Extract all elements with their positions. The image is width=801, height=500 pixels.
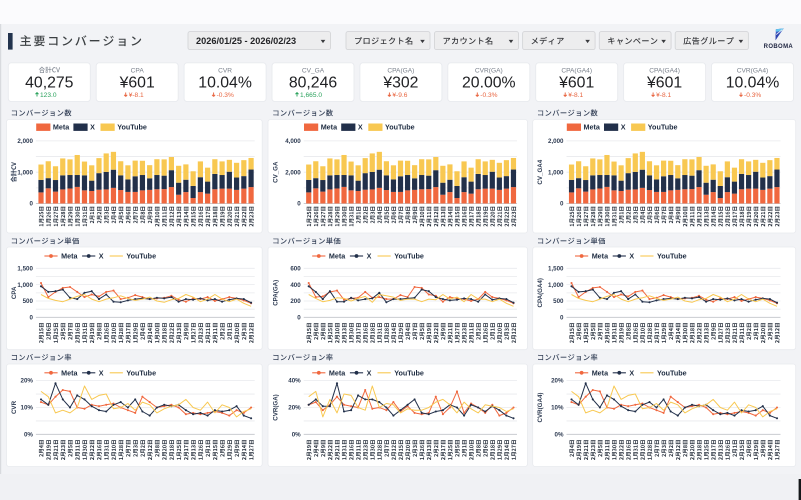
svg-text:Meta: Meta xyxy=(592,368,609,377)
svg-text:10.04%: 10.04% xyxy=(198,75,252,92)
svg-text:20%: 20% xyxy=(21,378,34,385)
svg-text:Meta: Meta xyxy=(61,252,78,261)
svg-text:X: X xyxy=(99,368,104,377)
svg-text:500: 500 xyxy=(553,298,564,305)
svg-text:1,500: 1,500 xyxy=(17,265,33,272)
svg-text:X: X xyxy=(90,123,95,132)
svg-text:0: 0 xyxy=(297,315,301,322)
svg-text:YouTube: YouTube xyxy=(394,368,424,377)
svg-text:CPA: CPA xyxy=(131,67,145,74)
svg-text:Meta: Meta xyxy=(53,123,70,132)
svg-text:4,000: 4,000 xyxy=(285,138,301,145)
svg-text:10%: 10% xyxy=(21,405,34,412)
svg-text:YouTube: YouTube xyxy=(648,123,678,132)
svg-text:1,000: 1,000 xyxy=(548,282,564,289)
svg-text:CV_GA: CV_GA xyxy=(302,67,325,74)
svg-text:0: 0 xyxy=(29,201,33,208)
svg-text:20%: 20% xyxy=(551,378,564,385)
svg-text:2026/01/25 - 2026/02/23: 2026/01/25 - 2026/02/23 xyxy=(196,36,296,46)
svg-text:40%: 40% xyxy=(288,378,301,385)
svg-text:X: X xyxy=(629,368,634,377)
svg-text:80,246: 80,246 xyxy=(289,75,338,92)
svg-text:X: X xyxy=(367,368,372,377)
svg-text:Meta: Meta xyxy=(592,252,609,261)
svg-text:2,000: 2,000 xyxy=(285,169,301,176)
svg-text:¥-8.1: ¥-8.1 xyxy=(129,92,144,99)
svg-text:0%: 0% xyxy=(555,432,564,439)
svg-text:¥302: ¥302 xyxy=(382,75,418,92)
svg-text:0: 0 xyxy=(297,201,301,208)
svg-text:X: X xyxy=(358,123,363,132)
svg-text:X: X xyxy=(367,252,372,261)
svg-text:-0.3%: -0.3% xyxy=(217,92,234,99)
svg-text:X: X xyxy=(621,123,626,132)
svg-text:0%: 0% xyxy=(292,432,301,439)
svg-text:40,275: 40,275 xyxy=(25,75,74,92)
svg-text:-0.3%: -0.3% xyxy=(480,92,497,99)
svg-text:Meta: Meta xyxy=(61,368,78,377)
svg-text:CVR: CVR xyxy=(11,400,18,414)
svg-text:1,665.0: 1,665.0 xyxy=(300,92,322,99)
svg-text:¥601: ¥601 xyxy=(119,75,155,92)
svg-text:YouTube: YouTube xyxy=(126,252,156,261)
svg-text:0%: 0% xyxy=(24,432,33,439)
svg-text:¥-9.6: ¥-9.6 xyxy=(392,92,407,99)
svg-text:CVR(GA): CVR(GA) xyxy=(273,394,280,420)
svg-text:X: X xyxy=(99,252,104,261)
svg-text:X: X xyxy=(629,252,634,261)
svg-text:Meta: Meta xyxy=(329,252,346,261)
svg-text:123.0: 123.0 xyxy=(40,92,57,99)
svg-text:¥-8.1: ¥-8.1 xyxy=(568,92,583,99)
svg-text:CPA(GA): CPA(GA) xyxy=(387,67,414,74)
svg-text:CVR(GA4): CVR(GA4) xyxy=(537,393,544,423)
svg-text:0: 0 xyxy=(560,201,564,208)
svg-text:10%: 10% xyxy=(551,405,564,412)
svg-text:YouTube: YouTube xyxy=(657,368,687,377)
svg-text:CVR: CVR xyxy=(218,67,232,74)
svg-text:400: 400 xyxy=(290,282,301,289)
svg-text:YouTube: YouTube xyxy=(117,123,147,132)
svg-text:20.00%: 20.00% xyxy=(462,75,516,92)
svg-text:500: 500 xyxy=(23,298,34,305)
svg-text:20%: 20% xyxy=(288,405,301,412)
svg-text:Meta: Meta xyxy=(321,123,338,132)
svg-text:YouTube: YouTube xyxy=(126,368,156,377)
svg-text:2,000: 2,000 xyxy=(17,138,33,145)
svg-text:CPA(GA): CPA(GA) xyxy=(273,280,280,306)
svg-text:2,000: 2,000 xyxy=(548,138,564,145)
svg-text:Meta: Meta xyxy=(329,368,346,377)
svg-text:1,000: 1,000 xyxy=(17,169,33,176)
svg-text:CPA(GA4): CPA(GA4) xyxy=(649,67,680,74)
svg-text:¥601: ¥601 xyxy=(558,75,594,92)
svg-text:CV_GA: CV_GA xyxy=(273,161,280,183)
svg-text:CVR(GA4): CVR(GA4) xyxy=(737,67,769,74)
svg-text:Meta: Meta xyxy=(584,123,601,132)
svg-text:CPA(GA4): CPA(GA4) xyxy=(537,278,544,307)
svg-text:0: 0 xyxy=(29,315,33,322)
svg-text:600: 600 xyxy=(290,265,301,272)
svg-text:10.04%: 10.04% xyxy=(726,75,780,92)
svg-text:¥601: ¥601 xyxy=(646,75,682,92)
svg-text:200: 200 xyxy=(290,298,301,305)
svg-text:1,000: 1,000 xyxy=(548,169,564,176)
svg-text:YouTube: YouTube xyxy=(657,252,687,261)
svg-text:0: 0 xyxy=(560,315,564,322)
svg-text:YouTube: YouTube xyxy=(394,252,424,261)
svg-text:CPA(GA4): CPA(GA4) xyxy=(561,67,592,74)
svg-text:CPA: CPA xyxy=(11,286,18,299)
svg-text:-0.3%: -0.3% xyxy=(744,92,761,99)
svg-text:1,500: 1,500 xyxy=(548,265,564,272)
svg-text:CVR(GA): CVR(GA) xyxy=(475,67,503,74)
svg-text:1,000: 1,000 xyxy=(17,282,33,289)
svg-text:YouTube: YouTube xyxy=(385,123,415,132)
svg-text:¥-8.1: ¥-8.1 xyxy=(656,92,671,99)
svg-text:CV_GA4: CV_GA4 xyxy=(537,159,544,184)
svg-text:ROBOMA: ROBOMA xyxy=(764,44,794,50)
